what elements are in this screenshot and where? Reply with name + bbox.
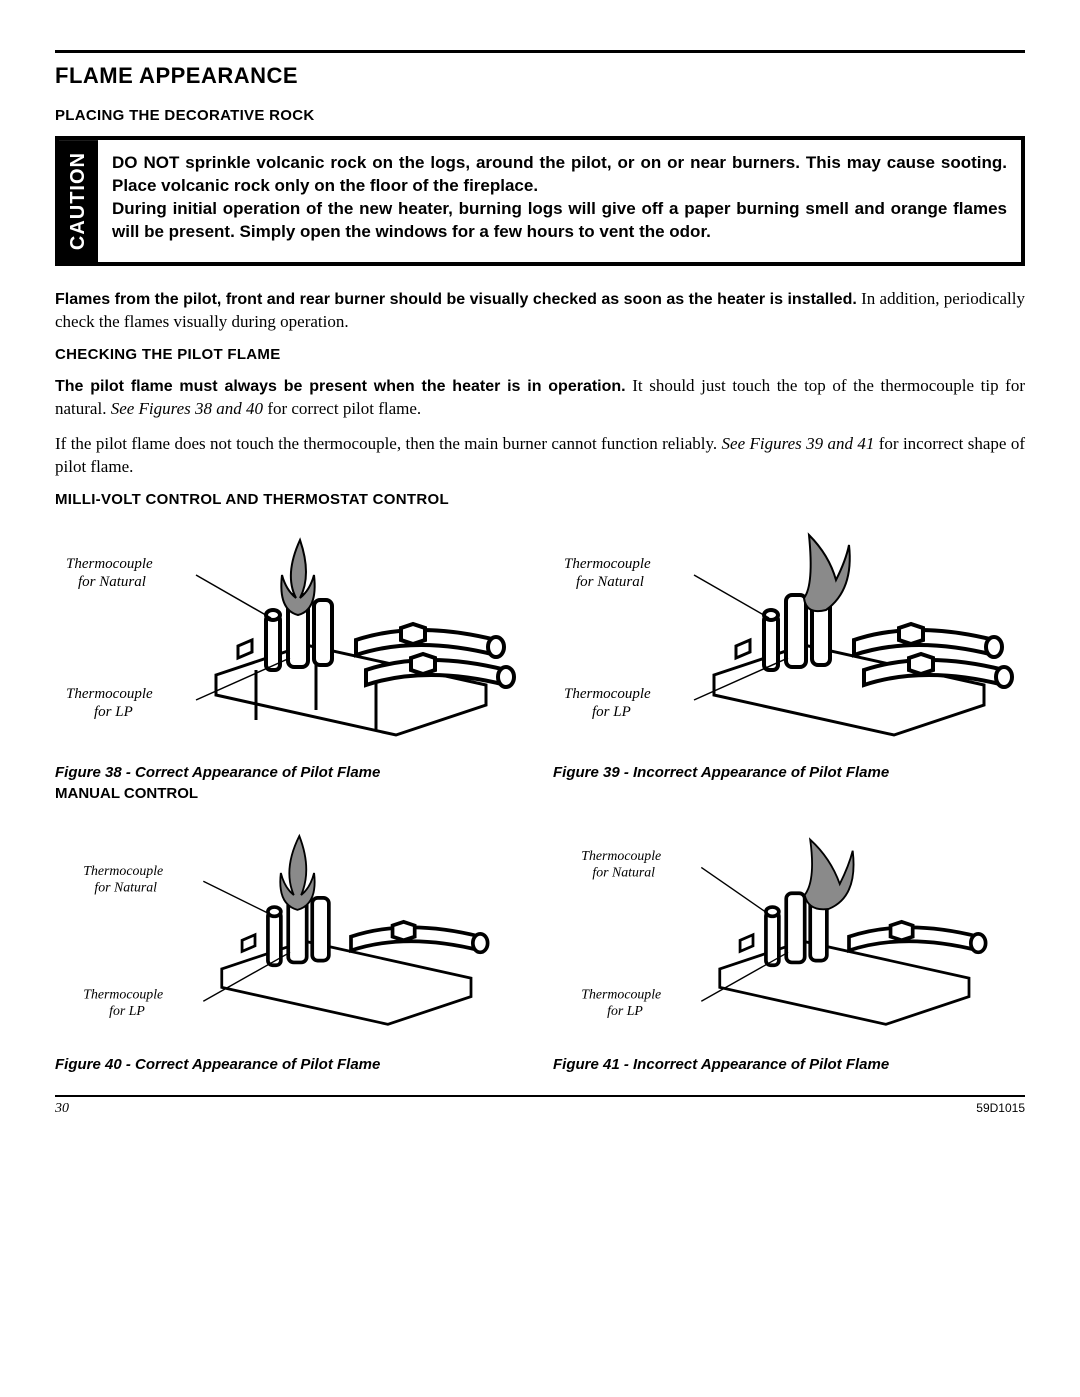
callout-upper: Thermocouple for Natural	[66, 556, 156, 590]
figure-41-caption: Figure 41 - Incorrect Appearance of Pilo…	[553, 1056, 1025, 1073]
callout-upper: Thermocouple for Natural	[564, 556, 654, 590]
caution-body: DO NOT sprinkle volcanic rock on the log…	[98, 140, 1021, 262]
footer-doc-code: 59D1015	[976, 1101, 1025, 1117]
figure-39-caption: Figure 39 - Incorrect Appearance of Pilo…	[553, 764, 1025, 781]
callout-upper: Thermocouple for Natural	[83, 863, 166, 895]
caution-box: CAUTION DO NOT sprinkle volcanic rock on…	[55, 136, 1025, 266]
callout-lower: Thermocouple for LP	[66, 686, 156, 720]
callout-lower: Thermocouple for LP	[83, 986, 166, 1018]
page-footer: 30 59D1015	[55, 1095, 1025, 1117]
section-head-checking-pilot: CHECKING THE PILOT FLAME	[55, 346, 1025, 363]
para-incorrect-flame: If the pilot flame does not touch the th…	[55, 433, 1025, 479]
callout-upper: Thermocouple for Natural	[581, 848, 664, 880]
figure-41-svg: Thermocouple for Natural Thermocouple fo…	[553, 812, 1025, 1052]
figure-39-svg: Thermocouple for Natural Thermocouple fo…	[553, 520, 1025, 760]
manual-control-head: MANUAL CONTROL	[55, 785, 527, 802]
flame-incorrect-icon	[804, 535, 850, 611]
section-head-millivolt: MILLI-VOLT CONTROL AND THERMOSTAT CONTRO…	[55, 491, 1025, 508]
footer-page-number: 30	[55, 1101, 69, 1117]
caution-label: CAUTION	[59, 140, 98, 262]
flame-correct-icon	[281, 540, 314, 615]
top-rule	[55, 50, 1025, 53]
para2-tail: for correct pilot flame.	[263, 399, 421, 418]
caution-text: DO NOT sprinkle volcanic rock on the log…	[112, 153, 1007, 241]
figure-40: Thermocouple for Natural Thermocouple fo…	[55, 812, 527, 1073]
callout-lower: Thermocouple for LP	[564, 686, 654, 720]
page-title: FLAME APPEARANCE	[55, 63, 1025, 89]
para2-ital: See Figures 38 and 40	[111, 399, 263, 418]
flame-incorrect-icon	[805, 839, 854, 909]
para-pilot-flame: The pilot flame must always be present w…	[55, 375, 1025, 421]
figures-grid: Thermocouple for Natural Thermocouple fo…	[55, 520, 1025, 1073]
flame-correct-icon	[280, 836, 314, 910]
figure-38-caption: Figure 38 - Correct Appearance of Pilot …	[55, 764, 527, 781]
para3-a: If the pilot flame does not touch the th…	[55, 434, 722, 453]
figure-38: Thermocouple for Natural Thermocouple fo…	[55, 520, 527, 802]
figure-38-svg: Thermocouple for Natural Thermocouple fo…	[55, 520, 527, 760]
callout-lower: Thermocouple for LP	[581, 986, 664, 1018]
para2-bold: The pilot flame must always be present w…	[55, 378, 626, 395]
figure-40-svg: Thermocouple for Natural Thermocouple fo…	[55, 812, 527, 1052]
para-flames-check: Flames from the pilot, front and rear bu…	[55, 288, 1025, 334]
section-head-placing-rock: PLACING THE DECORATIVE ROCK	[55, 107, 1025, 124]
figure-40-caption: Figure 40 - Correct Appearance of Pilot …	[55, 1056, 527, 1073]
para3-ital: See Figures 39 and 41	[722, 434, 875, 453]
para1-bold: Flames from the pilot, front and rear bu…	[55, 291, 857, 308]
figure-39: Thermocouple for Natural Thermocouple fo…	[553, 520, 1025, 802]
figure-41: Thermocouple for Natural Thermocouple fo…	[553, 812, 1025, 1073]
